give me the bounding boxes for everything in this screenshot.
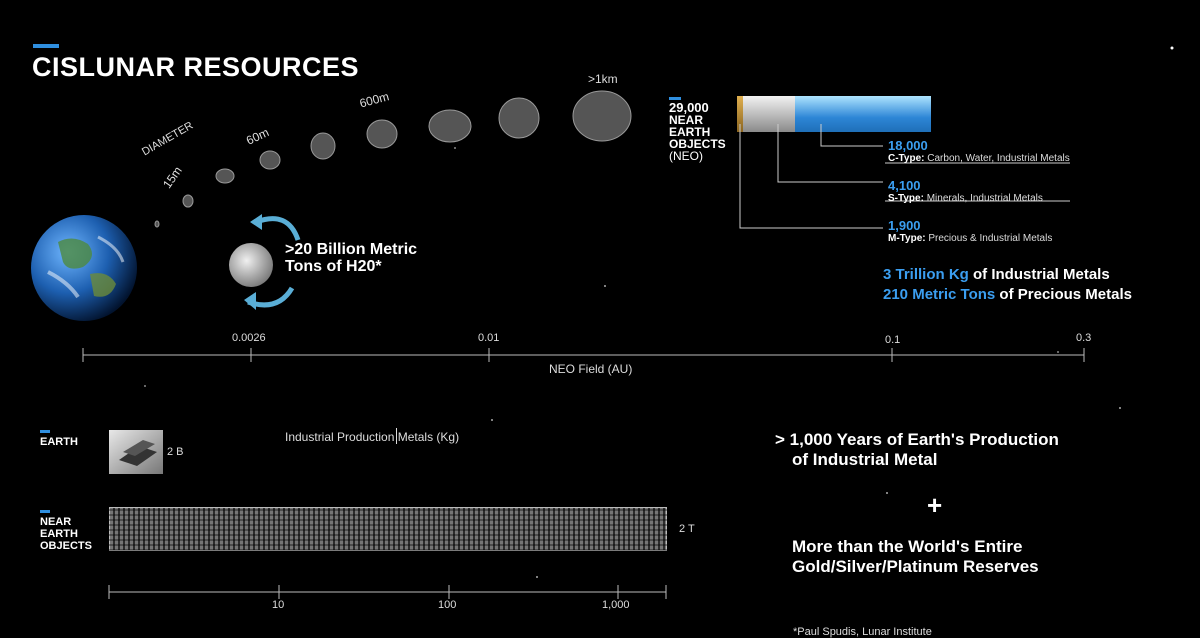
field-tick-label: 0.01 — [478, 332, 500, 344]
type-description: Carbon, Water, Industrial Metals — [927, 153, 1070, 164]
asteroid-icon — [366, 119, 398, 149]
asteroid-icon — [498, 97, 540, 139]
type-name: S-Type: — [888, 193, 924, 204]
claim-line-1: > 1,000 Years of Earth's Production — [775, 430, 1059, 449]
field-tick-label: 0.1 — [885, 334, 901, 346]
type-count: 4,100 — [888, 178, 921, 193]
field-tick-label: 0.0026 — [232, 332, 266, 344]
asteroid-icon — [154, 220, 160, 228]
production-tick-label: 100 — [438, 599, 457, 611]
bar-segment-s-type — [743, 96, 795, 132]
neo-accent-bar — [669, 97, 681, 100]
neo-count: 29,000 — [669, 100, 709, 115]
leader-lines — [739, 124, 1070, 229]
asteroid-icon — [215, 168, 235, 184]
asteroid-icon — [310, 132, 336, 160]
claim-line-2: of Industrial Metal — [792, 450, 938, 469]
neo-production-bar — [109, 507, 667, 551]
h2o-amount: >20 Billion Metric Tons of H20* — [285, 241, 418, 275]
earth-production-value: 2 B — [167, 446, 184, 458]
neo-type-m: 1,900 M-Type: Precious & Industrial Meta… — [888, 218, 1052, 244]
production-tick-label: 1,000 — [602, 599, 630, 611]
asteroid-icon — [428, 109, 472, 143]
neo-composition-bar — [737, 96, 931, 132]
production-title: Industrial Production Metals (Kg) — [285, 430, 460, 444]
bar-segment-c-type — [795, 96, 931, 132]
neo-label: NEAR EARTH OBJECTS — [669, 113, 726, 151]
type-count: 18,000 — [888, 138, 928, 153]
asteroid-icon — [182, 194, 194, 208]
metal-ingot-icon — [109, 430, 163, 474]
field-axis-label: NEO Field (AU) — [549, 362, 633, 376]
neo-type-c: 18,000 C-Type: Carbon, Water, Industrial… — [888, 138, 1070, 164]
neo-field-axis — [82, 348, 1085, 362]
claim-line-4: Gold/Silver/Platinum Reserves — [792, 557, 1039, 576]
neo-type-s: 4,100 S-Type: Minerals, Industrial Metal… — [888, 178, 1043, 204]
field-tick-label: 0.3 — [1076, 332, 1092, 344]
type-description: Minerals, Industrial Metals — [926, 193, 1043, 204]
page-title: CISLUNAR RESOURCES — [32, 52, 360, 82]
type-description: Precious & Industrial Metals — [928, 233, 1053, 244]
neo-prod-accent-bar — [40, 510, 50, 513]
type-name: C-Type: — [888, 153, 925, 164]
claim-reserves: More than the World's Entire Gold/Silver… — [792, 537, 1039, 577]
asteroid-icon — [572, 90, 632, 142]
size-label-1km: >1km — [588, 72, 618, 86]
total-industrial: 3 Trillion Kg of Industrial Metals — [883, 266, 1110, 283]
moon-orbit — [229, 214, 301, 310]
neo-production-label: NEAR EARTH OBJECTS — [40, 516, 92, 552]
earth-accent-bar — [40, 430, 50, 433]
bar-segment-m-type — [737, 96, 743, 132]
resource-totals: 3 Trillion Kg of Industrial Metals 210 M… — [883, 265, 1132, 305]
claim-line-3: More than the World's Entire — [792, 537, 1023, 556]
footnote: *Paul Spudis, Lunar Institute — [793, 626, 932, 638]
earth-globe — [31, 215, 137, 321]
total-precious: 210 Metric Tons of Precious Metals — [883, 286, 1132, 303]
earth-label: EARTH — [40, 436, 78, 448]
neo-production-bar-texture — [109, 507, 667, 551]
neo-abbr: (NEO) — [669, 149, 703, 163]
neo-count-block: 29,000 NEAR EARTH OBJECTS (NEO) — [669, 100, 739, 163]
production-tick-label: 10 — [272, 599, 285, 611]
production-axis — [108, 585, 667, 599]
type-name: M-Type: — [888, 233, 926, 244]
asteroid-icon — [259, 150, 281, 170]
plus-sign: + — [927, 490, 943, 520]
production-cursor — [396, 428, 397, 444]
neo-production-value: 2 T — [679, 523, 695, 535]
type-count: 1,900 — [888, 218, 921, 233]
asteroid-sequence — [154, 90, 632, 228]
title-accent-bar — [33, 44, 59, 48]
claim-years: > 1,000 Years of Earth's Production of I… — [775, 430, 1059, 470]
